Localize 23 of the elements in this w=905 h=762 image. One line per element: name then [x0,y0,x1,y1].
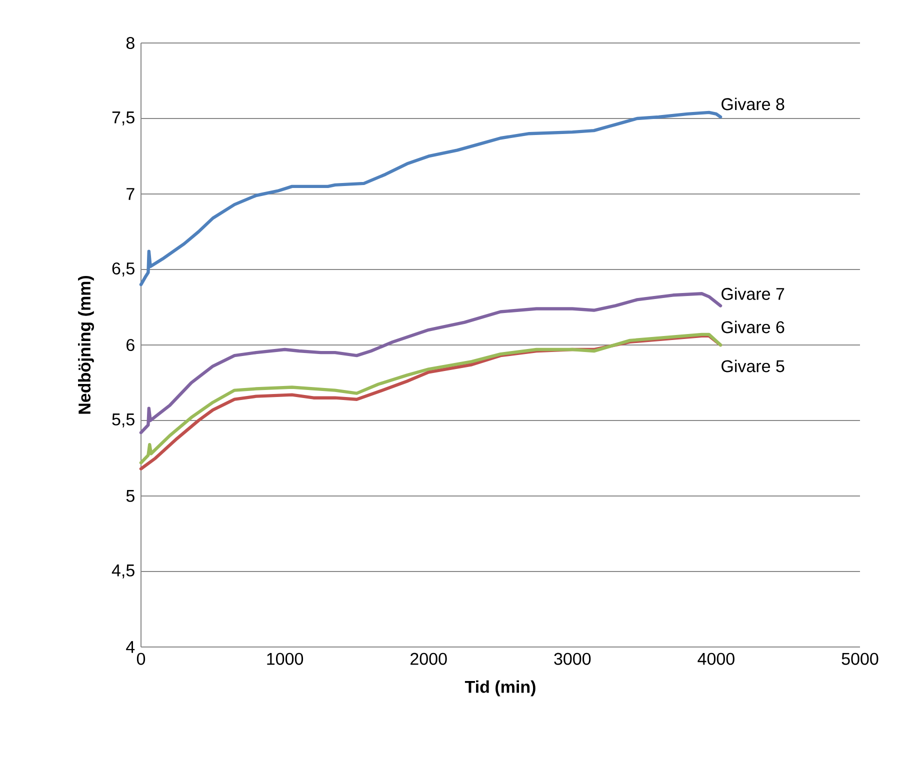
x-tick-label: 5000 [842,652,878,665]
y-tick-label: 5 [126,490,134,502]
y-tick-label: 7,5 [112,112,134,126]
series-label: Givare 8 [722,98,784,110]
y-tick-label: 6 [126,338,134,352]
y-tick-label: 7 [126,188,134,200]
series-label: Givare 6 [722,320,784,334]
y-axis-title: Nedböjning (mm) [78,276,94,414]
x-tick-label: 4000 [698,652,734,665]
series-label: Givare 5 [722,360,784,372]
x-tick-label: 3000 [554,652,591,665]
y-tick-label: 4,5 [112,564,134,578]
y-tick-label: 6,5 [112,262,134,277]
line-series [139,110,722,286]
y-tick-label: 4 [126,641,135,653]
x-axis-title: Tid (min) [464,680,536,696]
series-label: Givare 7 [722,287,784,300]
x-tick-label: 2000 [410,652,447,665]
x-tick-label: 1000 [267,652,304,665]
y-tick-label: 5,5 [112,414,134,428]
line-series [139,292,722,434]
y-tick-label: 8 [126,36,134,50]
x-tick-label: 0 [136,652,146,665]
